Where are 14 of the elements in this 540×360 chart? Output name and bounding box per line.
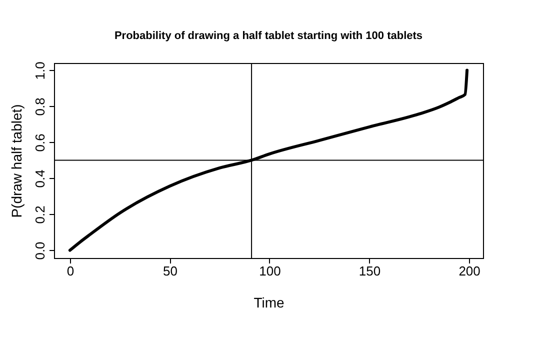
y-tick-label: 0.6 <box>32 134 48 152</box>
y-tick-label: 0.0 <box>32 242 48 260</box>
y-tick-label: 0.2 <box>32 206 48 224</box>
x-tick-label: 150 <box>358 264 381 278</box>
chart-title: Probability of drawing a half tablet starting with 100 tablets <box>114 30 423 42</box>
x-tick-label: 200 <box>458 264 480 278</box>
x-tick-label: 100 <box>259 264 281 278</box>
y-tick-label: 0.4 <box>32 170 48 188</box>
x-tick-label: 0 <box>66 264 74 278</box>
y-tick-label: 1.0 <box>32 62 48 80</box>
y-axis-title: P(draw half tablet) <box>8 104 24 218</box>
x-tick-label: 50 <box>162 264 178 278</box>
y-tick-label: 0.8 <box>32 98 48 116</box>
x-axis-title: Time <box>254 294 285 310</box>
